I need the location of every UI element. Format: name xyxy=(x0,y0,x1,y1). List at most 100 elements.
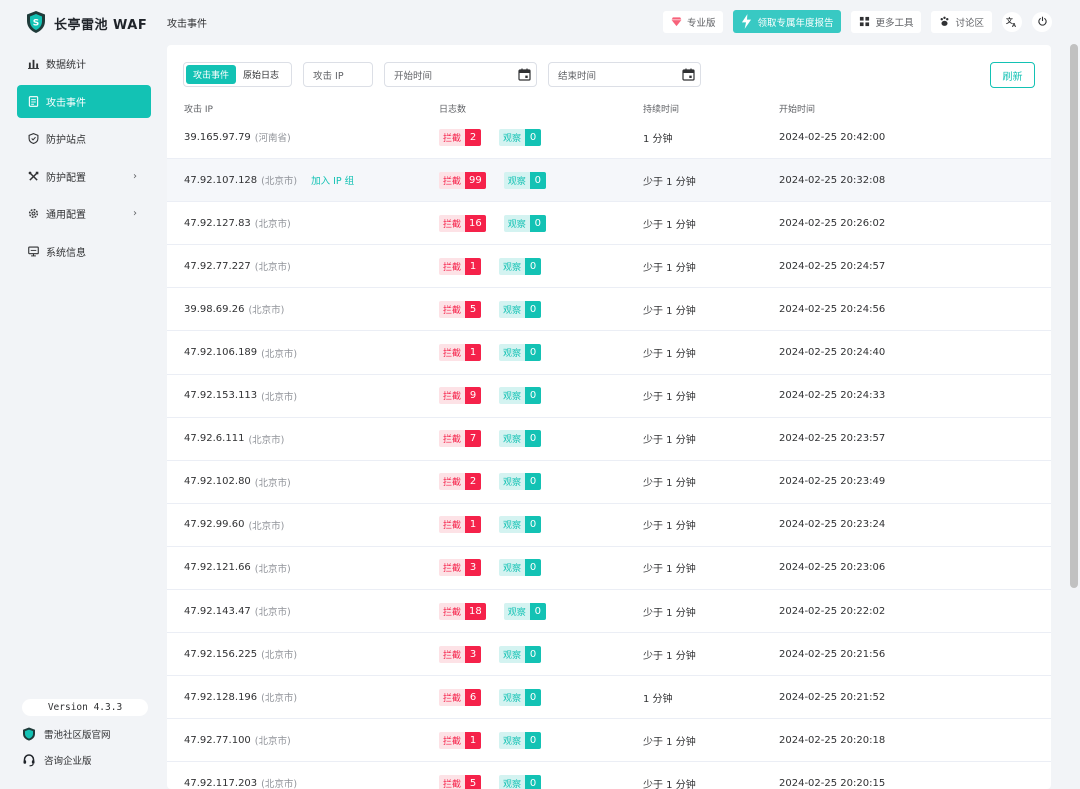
sidebar-item-system-info[interactable]: 系统信息 xyxy=(17,235,151,268)
table-row[interactable]: 47.92.102.80 (北京市) 拦截 2 观察 0 少于 1 分钟 2024-02-25… xyxy=(167,461,1051,504)
forum-button[interactable]: 讨论区 xyxy=(931,10,992,33)
end-time-picker[interactable]: 结束时间 xyxy=(548,62,701,87)
attack-ip[interactable]: 39.165.97.79 xyxy=(184,131,251,143)
attack-ip[interactable]: 47.92.127.83 xyxy=(184,217,251,229)
sidebar-item-attack-events[interactable]: 攻击事件 xyxy=(17,84,151,118)
annual-report-label: 领取专属年度报告 xyxy=(757,17,834,29)
attack-ip[interactable]: 47.92.77.100 xyxy=(184,734,251,746)
add-to-ip-group-link[interactable]: 加入 IP 组 xyxy=(311,176,355,188)
watch-label: 观察 xyxy=(499,645,526,663)
table-row[interactable]: 47.92.143.47 (北京市) 拦截 18 观察 0 少于 1 分钟 2024-02-2… xyxy=(167,590,1051,634)
sidebar-item-general-config[interactable]: 通用配置 › xyxy=(17,197,151,230)
watch-count-tag[interactable]: 观察 0 xyxy=(499,128,542,146)
watch-count-tag[interactable]: 观察 0 xyxy=(499,473,542,491)
table-row[interactable]: 47.92.121.66 (北京市) 拦截 3 观察 0 少于 1 分钟 2024-02-25… xyxy=(167,547,1051,591)
watch-label: 观察 xyxy=(503,214,530,232)
refresh-button[interactable]: 刷新 xyxy=(990,62,1035,88)
attack-ip[interactable]: 47.92.143.47 xyxy=(184,605,251,617)
watch-label: 观察 xyxy=(499,559,526,577)
attack-ip[interactable]: 47.92.99.60 xyxy=(184,519,245,531)
watch-count-tag[interactable]: 观察 0 xyxy=(499,387,542,405)
safeline-logo-icon xyxy=(23,727,35,741)
block-count-tag[interactable]: 拦截 2 xyxy=(439,473,482,491)
attack-ip[interactable]: 47.92.106.189 xyxy=(184,347,258,359)
attack-ip-input[interactable]: 攻击 IP xyxy=(303,62,373,87)
table-row[interactable]: 47.92.77.100 (北京市) 拦截 1 观察 0 少于 1 分钟 2024-02-25… xyxy=(167,719,1051,763)
watch-count-tag[interactable]: 观察 0 xyxy=(503,214,546,232)
sidebar-item-label: 防护站点 xyxy=(46,135,86,146)
enterprise-consult-link[interactable]: 咨询企业版 xyxy=(22,753,92,767)
table-row[interactable]: 39.98.69.26 (北京市) 拦截 5 观察 0 少于 1 分钟 2024-02-25 … xyxy=(167,288,1051,332)
tab-raw-logs[interactable]: 原始日志 xyxy=(243,71,280,81)
watch-count-tag[interactable]: 观察 0 xyxy=(499,344,542,362)
log-count-cell: 拦截 3 观察 0 xyxy=(439,547,559,589)
attack-ip[interactable]: 47.92.153.113 xyxy=(184,390,258,402)
block-count-tag[interactable]: 拦截 3 xyxy=(439,559,482,577)
table-row[interactable]: 47.92.128.196 (北京市) 拦截 6 观察 0 1 分钟 2024-02-25 2… xyxy=(167,676,1051,720)
sidebar-item-protected-sites[interactable]: 防护站点 xyxy=(17,122,151,155)
logout-icon[interactable] xyxy=(1032,11,1052,32)
watch-count-tag[interactable]: 观察 0 xyxy=(499,257,542,275)
block-count-tag[interactable]: 拦截 1 xyxy=(439,731,482,749)
block-count-tag[interactable]: 拦截 1 xyxy=(439,516,482,534)
attack-ip[interactable]: 47.92.107.128 xyxy=(184,174,258,186)
watch-count-tag[interactable]: 观察 0 xyxy=(503,171,546,189)
watch-count-tag[interactable]: 观察 0 xyxy=(499,688,542,706)
block-count-tag[interactable]: 拦截 3 xyxy=(439,645,482,663)
attack-ip[interactable]: 47.92.156.225 xyxy=(184,648,258,660)
column-header-start-time: 开始时间 xyxy=(779,105,816,115)
block-count-tag[interactable]: 拦截 1 xyxy=(439,344,482,362)
start-time-cell: 2024-02-25 20:26:02 xyxy=(779,217,886,229)
table-row[interactable]: 47.92.107.128 (北京市) 加入 IP 组 拦截 99 观察 0 少于 1 分钟 2… xyxy=(167,159,1051,203)
attack-ip[interactable]: 47.92.117.203 xyxy=(184,777,258,789)
attack-ip[interactable]: 47.92.77.227 xyxy=(184,260,251,272)
table-row[interactable]: 47.92.77.227 (北京市) 拦截 1 观察 0 少于 1 分钟 2024-02-25… xyxy=(167,245,1051,289)
sidebar-item-stats[interactable]: 数据统计 xyxy=(17,47,151,80)
table-row[interactable]: 39.165.97.79 (河南省) 拦截 2 观察 0 1 分钟 2024-02-25 20… xyxy=(167,116,1051,160)
watch-count-tag[interactable]: 观察 0 xyxy=(503,602,546,620)
block-count-tag[interactable]: 拦截 18 xyxy=(439,602,486,620)
table-row[interactable]: 47.92.106.189 (北京市) 拦截 1 观察 0 少于 1 分钟 2024-02-2… xyxy=(167,331,1051,375)
community-site-link[interactable]: 雷池社区版官网 xyxy=(22,727,111,741)
watch-count-tag[interactable]: 观察 0 xyxy=(499,516,542,534)
attack-ip[interactable]: 47.92.128.196 xyxy=(184,691,258,703)
watch-count-tag[interactable]: 观察 0 xyxy=(499,731,542,749)
sidebar: S 长亭雷池 WAF 数据统计 攻击事件 防护站点 防护配置 › 通用配置 › xyxy=(0,0,167,789)
attack-ip[interactable]: 47.92.102.80 xyxy=(184,476,251,488)
block-count-tag[interactable]: 拦截 6 xyxy=(439,688,482,706)
table-row[interactable]: 47.92.156.225 (北京市) 拦截 3 观察 0 少于 1 分钟 2024-02-2… xyxy=(167,633,1051,677)
block-count-tag[interactable]: 拦截 5 xyxy=(439,300,482,318)
block-count-tag[interactable]: 拦截 1 xyxy=(439,257,482,275)
annual-report-button[interactable]: 领取专属年度报告 xyxy=(733,10,842,33)
table-row[interactable]: 47.92.127.83 (北京市) 拦截 16 观察 0 少于 1 分钟 2024-02-2… xyxy=(167,202,1051,246)
attack-ip[interactable]: 47.92.121.66 xyxy=(184,562,251,574)
block-count-tag[interactable]: 拦截 16 xyxy=(439,214,486,232)
more-tools-button[interactable]: 更多工具 xyxy=(851,10,922,33)
duration-cell: 少于 1 分钟 xyxy=(643,392,696,404)
scrollbar-thumb[interactable] xyxy=(1070,44,1078,588)
block-count-tag[interactable]: 拦截 7 xyxy=(439,430,482,448)
table-row[interactable]: 47.92.153.113 (北京市) 拦截 9 观察 0 少于 1 分钟 2024-02-2… xyxy=(167,375,1051,418)
block-count-tag[interactable]: 拦截 2 xyxy=(439,128,482,146)
watch-count-tag[interactable]: 观察 0 xyxy=(499,559,542,577)
block-count-tag[interactable]: 拦截 9 xyxy=(439,387,482,405)
table-row[interactable]: 47.92.6.111 (北京市) 拦截 7 观察 0 少于 1 分钟 2024-02-25 … xyxy=(167,418,1051,461)
watch-count-tag[interactable]: 观察 0 xyxy=(499,300,542,318)
block-count-tag[interactable]: 拦截 5 xyxy=(439,774,482,789)
sidebar-item-protection-config[interactable]: 防护配置 › xyxy=(17,160,151,193)
attack-ip[interactable]: 39.98.69.26 xyxy=(184,303,245,315)
duration-cell: 少于 1 分钟 xyxy=(643,779,696,789)
brand[interactable]: S 长亭雷池 WAF xyxy=(26,11,147,36)
pro-edition-button[interactable]: 专业版 xyxy=(662,10,724,33)
start-time-picker[interactable]: 开始时间 xyxy=(384,62,537,87)
tab-attack-events[interactable]: 攻击事件 xyxy=(186,65,237,84)
watch-count-tag[interactable]: 观察 0 xyxy=(499,430,542,448)
block-count-tag[interactable]: 拦截 99 xyxy=(439,171,486,189)
table-row[interactable]: 47.92.117.203 (北京市) 拦截 5 观察 0 少于 1 分钟 2024-02-2… xyxy=(167,762,1051,789)
table-row[interactable]: 47.92.99.60 (北京市) 拦截 1 观察 0 少于 1 分钟 2024-02-25 … xyxy=(167,504,1051,547)
watch-count-tag[interactable]: 观察 0 xyxy=(499,774,542,789)
attack-ip[interactable]: 47.92.6.111 xyxy=(184,433,245,445)
log-count-cell: 拦截 5 观察 0 xyxy=(439,288,559,330)
watch-count-tag[interactable]: 观察 0 xyxy=(499,645,542,663)
